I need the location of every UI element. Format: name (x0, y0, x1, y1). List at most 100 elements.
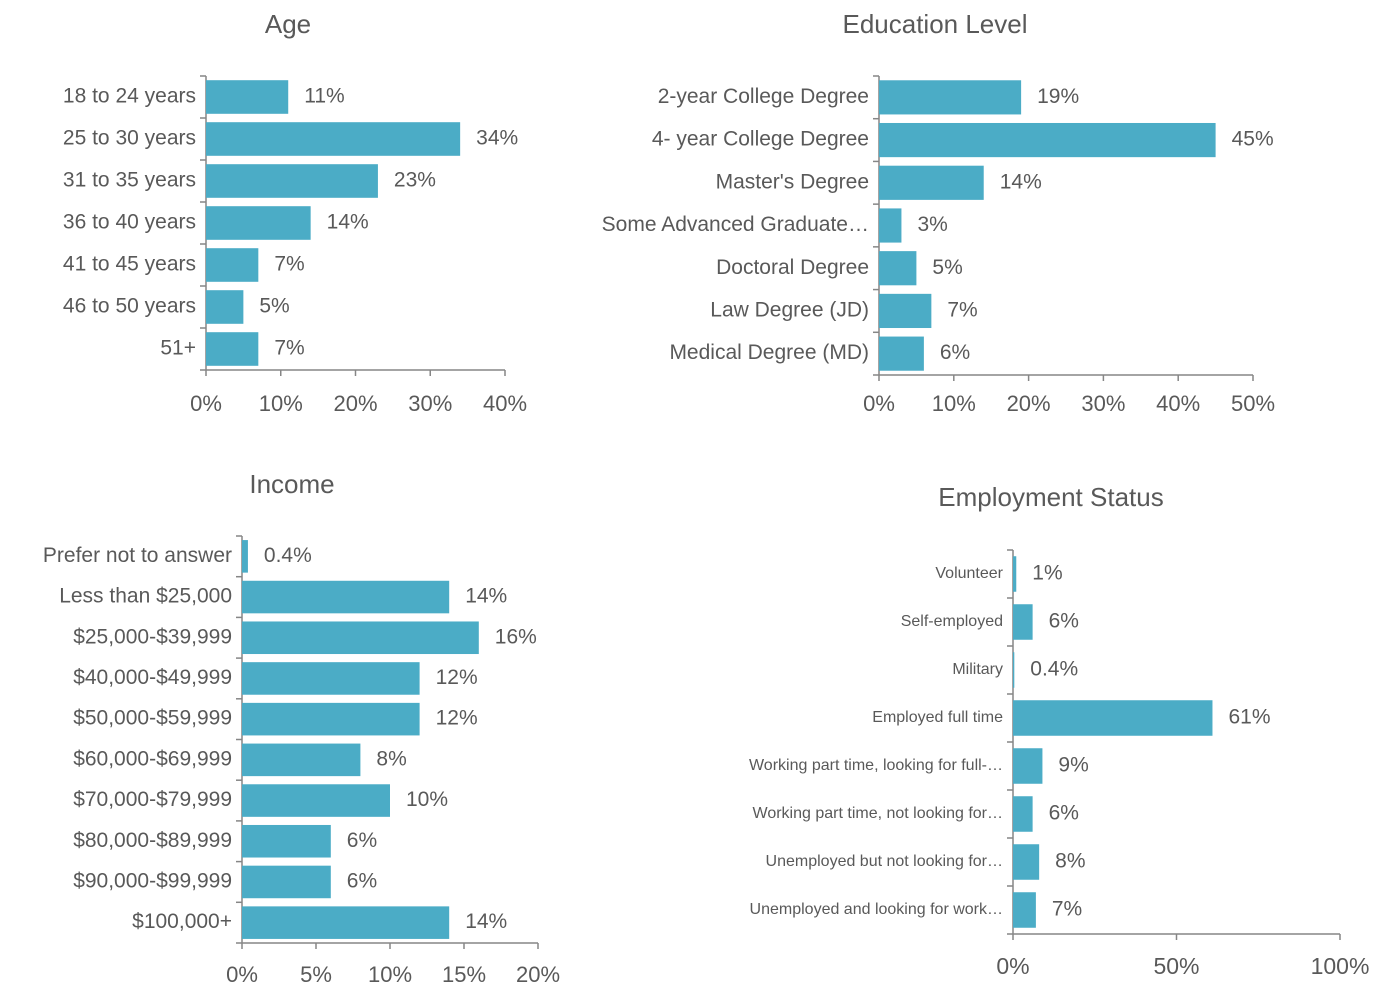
category-label: Self-employed (901, 613, 1003, 630)
bar (242, 784, 390, 817)
category-label: Less than $25,000 (59, 585, 232, 608)
x-tick-label: 10% (368, 962, 412, 987)
bar (242, 865, 331, 899)
category-label: 25 to 30 years (63, 127, 196, 150)
category-label: Master's Degree (716, 170, 869, 193)
x-tick-label: 10% (259, 391, 303, 416)
bar (242, 621, 479, 655)
value-label: 0.4% (264, 544, 312, 567)
category-label: 41 to 45 years (63, 253, 196, 276)
value-label: 19% (1037, 85, 1079, 108)
value-label: 14% (1000, 170, 1042, 193)
category-label: Some Advanced Graduate… (602, 213, 869, 236)
value-label: 45% (1232, 128, 1274, 151)
bar (879, 122, 1216, 158)
bar (206, 248, 259, 282)
category-label: Working part time, not looking for… (753, 805, 1003, 822)
bar (242, 702, 420, 736)
value-label: 12% (436, 707, 478, 730)
chart-title: Age (265, 9, 311, 39)
bar (1013, 796, 1033, 832)
value-label: 6% (347, 869, 377, 892)
value-label: 11% (304, 85, 344, 108)
bar (879, 293, 932, 329)
value-label: 8% (376, 747, 406, 770)
category-label: $90,000-$99,999 (73, 869, 232, 892)
value-label: 12% (436, 666, 478, 689)
bar (206, 122, 461, 156)
x-tick-label: 5% (300, 962, 332, 987)
category-label: $100,000+ (132, 910, 232, 933)
x-tick-label: 0% (996, 953, 1029, 979)
bar (1013, 748, 1043, 784)
category-label: Medical Degree (MD) (669, 341, 869, 364)
bar (206, 290, 244, 324)
category-label: 46 to 50 years (63, 295, 196, 318)
category-label: 31 to 35 years (63, 169, 196, 192)
category-label: 51+ (160, 337, 196, 360)
x-tick-label: 0% (226, 962, 258, 987)
bar (206, 164, 378, 198)
value-label: 5% (932, 256, 962, 279)
bar (1013, 892, 1036, 928)
category-label: Working part time, looking for full-… (749, 757, 1003, 774)
bar (242, 540, 248, 573)
category-label: $50,000-$59,999 (73, 707, 232, 730)
bar (1013, 604, 1033, 640)
bar (242, 743, 361, 777)
value-label: 7% (1052, 898, 1082, 921)
category-label: $80,000-$89,999 (73, 829, 232, 852)
value-label: 1% (1032, 562, 1062, 585)
bar (242, 906, 450, 939)
category-label: Doctoral Degree (716, 256, 869, 279)
value-label: 5% (259, 295, 289, 318)
value-label: 14% (465, 585, 507, 608)
category-label: Employed full time (872, 709, 1003, 726)
x-tick-label: 10% (932, 391, 976, 416)
value-label: 8% (1055, 850, 1085, 873)
x-tick-label: 30% (408, 391, 452, 416)
x-tick-label: 40% (483, 391, 527, 416)
bar (1013, 844, 1040, 880)
value-label: 61% (1228, 706, 1270, 729)
bar (206, 206, 311, 240)
x-tick-label: 20% (1007, 391, 1051, 416)
x-tick-label: 50% (1231, 391, 1275, 416)
category-label: $25,000-$39,999 (73, 625, 232, 648)
chart-title: Employment Status (938, 482, 1163, 512)
x-tick-label: 100% (1311, 953, 1370, 979)
category-label: 2-year College Degree (658, 85, 869, 108)
value-label: 34% (476, 127, 518, 150)
bar (1013, 652, 1015, 688)
chart-title: Education Level (842, 9, 1027, 39)
bar (879, 208, 902, 243)
bar (242, 824, 331, 858)
value-label: 6% (1049, 802, 1079, 825)
x-tick-label: 0% (190, 391, 222, 416)
category-label: 18 to 24 years (63, 85, 196, 108)
bar (242, 580, 450, 614)
bar (206, 332, 259, 366)
value-label: 23% (394, 169, 436, 192)
x-tick-label: 30% (1081, 391, 1125, 416)
x-tick-label: 20% (516, 962, 560, 987)
category-label: Unemployed but not looking for… (766, 853, 1003, 870)
x-tick-label: 15% (442, 962, 486, 987)
bar (1013, 700, 1213, 736)
category-label: Military (952, 661, 1003, 678)
category-label: $40,000-$49,999 (73, 666, 232, 689)
value-label: 9% (1058, 754, 1088, 777)
category-label: Law Degree (JD) (710, 298, 869, 321)
category-label: 36 to 40 years (63, 211, 196, 234)
value-label: 7% (274, 253, 304, 276)
value-label: 7% (274, 337, 304, 360)
bar (242, 662, 420, 695)
value-label: 10% (406, 788, 448, 811)
x-tick-label: 0% (863, 391, 895, 416)
bar (879, 336, 924, 371)
x-tick-label: 50% (1153, 953, 1199, 979)
value-label: 6% (347, 829, 377, 852)
value-label: 14% (327, 211, 369, 234)
category-label: Prefer not to answer (43, 544, 232, 567)
